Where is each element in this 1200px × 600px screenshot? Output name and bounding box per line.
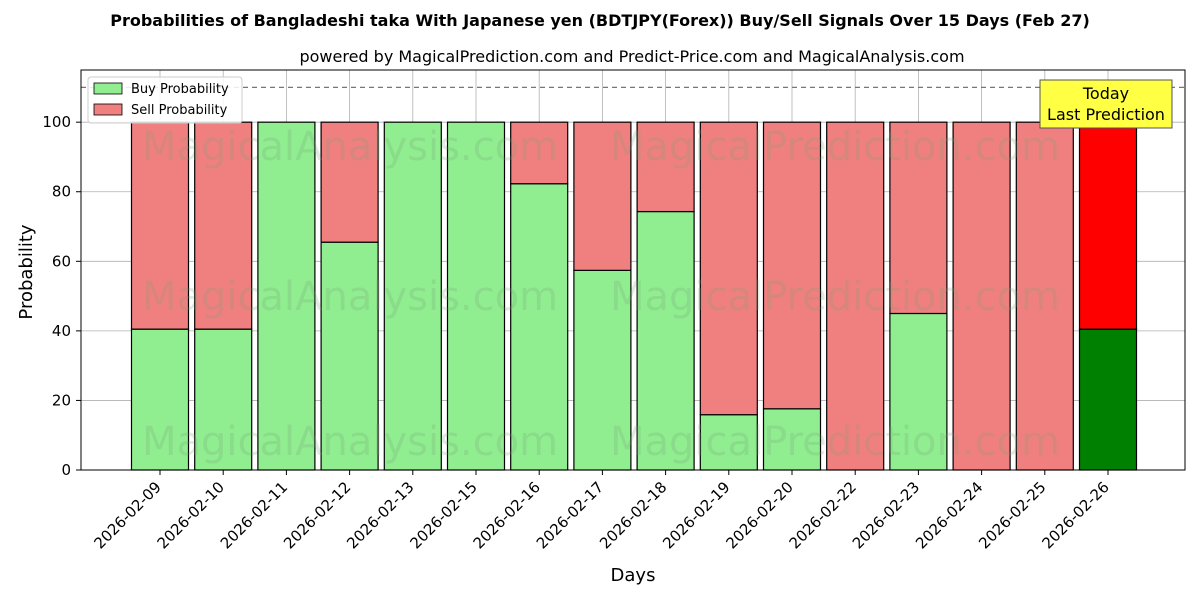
sell-bar	[952, 121, 1011, 471]
annotation-line-2: Last Prediction	[1047, 105, 1165, 124]
sell-bar	[889, 121, 948, 315]
buy-bar	[762, 408, 822, 471]
legend-label-sell: Sell Probability	[131, 103, 228, 118]
legend: Buy Probability Sell Probability	[87, 76, 243, 124]
x-tick-label: 2026-02-15	[406, 478, 480, 552]
x-tick-label: 2026-02-19	[659, 478, 733, 552]
y-tick-label: 80	[52, 183, 71, 201]
sell-bar	[510, 121, 569, 185]
watermark-text: MagicalAnalysis.com	[142, 124, 558, 170]
x-tick-label: 2026-02-24	[912, 478, 986, 552]
x-tick-label: 2026-02-10	[154, 478, 228, 552]
sell-bar	[636, 121, 695, 213]
annotation-line-1: Today	[1082, 84, 1129, 103]
buy-bar	[320, 241, 379, 471]
today-annotation: Today Last Prediction	[1039, 79, 1173, 129]
watermark-text: MagicalPrediction.com	[610, 274, 1060, 320]
y-axis-label: Probability	[16, 224, 37, 319]
plot-area-frame	[80, 69, 1186, 471]
buy-bar	[257, 121, 316, 471]
x-tick-label: 2026-02-25	[975, 478, 1049, 552]
y-tick-label: 20	[52, 391, 71, 409]
legend-swatch-buy	[93, 82, 123, 95]
y-axis-ticks: 0 20 40 60 80 100	[42, 113, 81, 479]
sell-bar	[130, 121, 190, 330]
sell-bar	[826, 121, 885, 471]
chart-title: Probabilities of Bangladeshi taka With J…	[110, 11, 1090, 30]
y-tick-label: 0	[61, 461, 71, 479]
x-tick-label: 2026-02-13	[343, 478, 417, 552]
x-tick-label: 2026-02-23	[849, 478, 923, 552]
x-axis-ticks: 2026-02-092026-02-102026-02-112026-02-12…	[90, 470, 1113, 552]
sell-bar	[699, 121, 758, 416]
x-tick-label: 2026-02-09	[90, 478, 164, 552]
y-tick-label: 40	[52, 322, 71, 340]
sell-bar	[762, 121, 822, 410]
x-tick-label: 2026-02-16	[470, 478, 544, 552]
chart-subtitle: powered by MagicalPrediction.com and Pre…	[299, 47, 964, 66]
buy-bar	[573, 269, 632, 471]
watermark-text: MagicalPrediction.com	[610, 124, 1060, 170]
buy-bar	[699, 414, 758, 471]
x-tick-label: 2026-02-17	[533, 478, 607, 552]
buy-bar	[194, 328, 253, 471]
x-tick-label: 2026-02-12	[280, 478, 354, 552]
y-tick-label: 60	[52, 252, 71, 270]
annotation-box	[1039, 79, 1173, 129]
x-tick-label: 2026-02-11	[217, 478, 291, 552]
buy-bar	[1078, 328, 1138, 471]
sell-bar	[1078, 121, 1138, 330]
x-tick-label: 2026-02-18	[596, 478, 670, 552]
sell-bar	[320, 121, 379, 243]
x-tick-label: 2026-02-20	[722, 478, 796, 552]
buy-bar	[510, 183, 569, 471]
buy-bar	[636, 210, 695, 471]
legend-swatch-sell	[93, 103, 123, 116]
bars	[81, 86, 1185, 471]
legend-label-buy: Buy Probability	[131, 82, 229, 97]
buy-bar	[446, 121, 506, 471]
watermark-text: MagicalAnalysis.com	[142, 274, 558, 320]
x-tick-label: 2026-02-26	[1038, 478, 1112, 552]
sell-bar	[573, 121, 632, 271]
buy-bar	[889, 312, 948, 471]
legend-box	[87, 76, 243, 124]
y-tick-label: 100	[42, 113, 71, 131]
watermark: MagicalAnalysis.com MagicalPrediction.com…	[142, 124, 1060, 465]
buy-bar	[383, 121, 442, 471]
watermark-text: MagicalAnalysis.com	[142, 419, 558, 465]
watermark-text: MagicalPrediction.com	[610, 419, 1060, 465]
x-tick-label: 2026-02-22	[786, 478, 860, 552]
sell-bar	[1015, 121, 1074, 471]
x-axis-label: Days	[611, 565, 656, 586]
